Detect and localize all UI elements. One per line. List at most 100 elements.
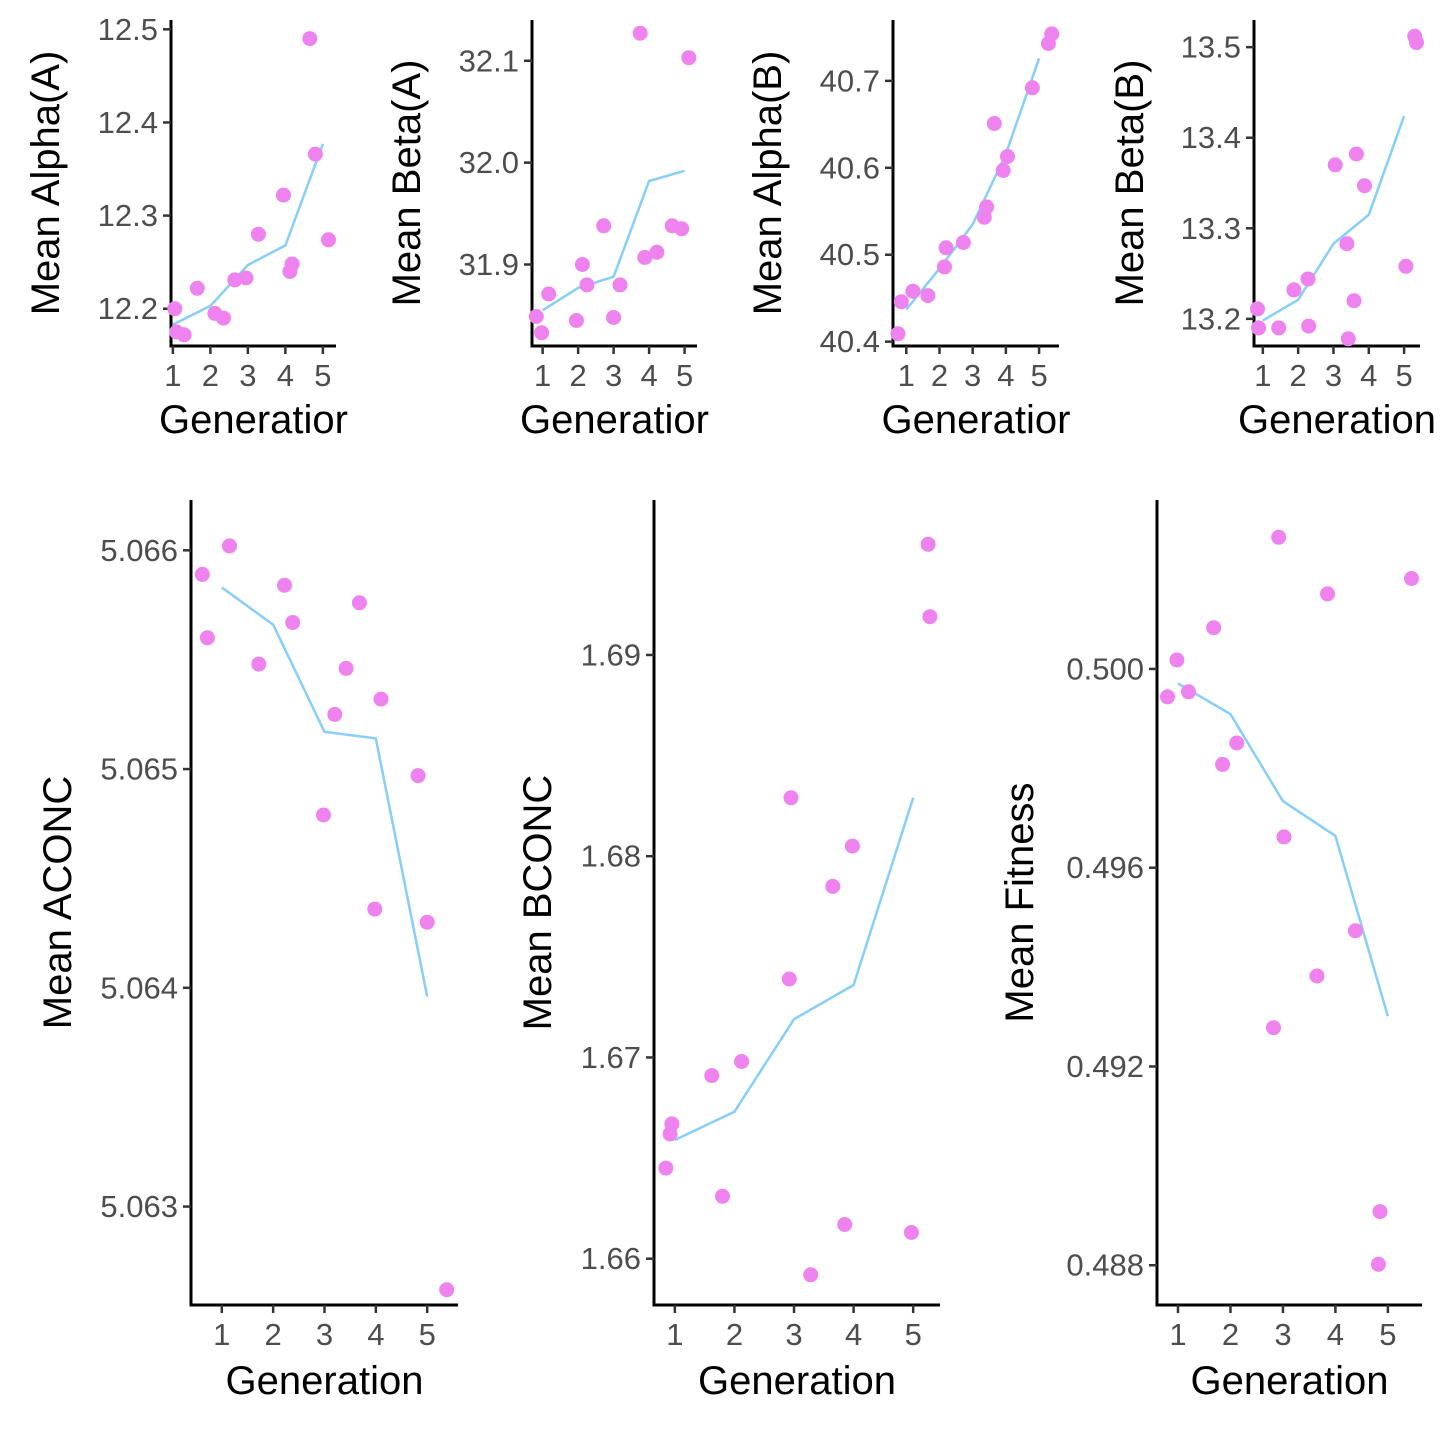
- data-point: [837, 1217, 853, 1232]
- data-point: [704, 1068, 720, 1084]
- data-point: [1266, 1020, 1281, 1036]
- data-point: [937, 259, 952, 275]
- y-tick-label: 5.064: [100, 970, 178, 1005]
- data-point: [938, 240, 954, 256]
- data-point: [216, 310, 231, 326]
- x-tick-label: 1: [898, 358, 915, 393]
- data-point: [1206, 620, 1222, 636]
- y-tick-label: 12.5: [98, 12, 158, 47]
- y-tick-label: 1.67: [581, 1040, 641, 1075]
- data-point: [1309, 968, 1325, 984]
- data-point: [890, 326, 906, 342]
- panel-5: 5.063 5.064 5.065 5.066 1 2 3 4 5 Generation Mean …: [36, 500, 458, 1403]
- trend-line: [674, 797, 915, 1142]
- data-point: [285, 615, 301, 630]
- data-point: [1229, 735, 1245, 751]
- data-point: [979, 199, 995, 215]
- y-tick-label: 40.4: [820, 324, 880, 359]
- data-point: [251, 656, 267, 672]
- x-tick-label: 3: [964, 358, 981, 393]
- data-point: [920, 288, 936, 304]
- x-tick-label: 5: [1395, 358, 1412, 393]
- data-point: [284, 256, 300, 272]
- y-tick-label: 0.500: [1066, 651, 1144, 686]
- x-tick-label: 2: [570, 358, 587, 393]
- x-tick-label: 5: [314, 358, 331, 393]
- data-point: [367, 901, 383, 917]
- data-point: [419, 914, 435, 930]
- data-point: [199, 630, 215, 646]
- panel-1: 12.2 12.3 12.4 12.5 1 2 3 4 5 Generatior Mean Alph…: [24, 12, 348, 442]
- y-axis-title: Mean Beta(A): [385, 60, 429, 307]
- data-point: [579, 277, 595, 293]
- data-point: [903, 1225, 919, 1240]
- data-point: [238, 270, 254, 286]
- trend-line: [221, 586, 429, 997]
- data-point: [825, 878, 841, 894]
- x-tick-label: 5: [419, 1317, 436, 1352]
- y-tick-label: 12.2: [98, 291, 158, 326]
- data-point: [612, 277, 628, 293]
- x-tick-label: 5: [676, 358, 693, 393]
- data-point: [596, 218, 612, 234]
- data-point: [227, 272, 243, 288]
- x-tick-label: 4: [1327, 1317, 1344, 1352]
- x-tick-label: 4: [1360, 358, 1377, 393]
- data-point: [1398, 258, 1414, 274]
- data-point: [1348, 146, 1364, 162]
- data-point: [1357, 178, 1372, 194]
- data-point: [528, 309, 544, 324]
- data-point: [176, 327, 192, 343]
- data-point: [893, 294, 909, 310]
- panel-6: 1.66 1.67 1.68 1.69 1 2 3 4 5 Generation Mean BCON…: [516, 500, 940, 1403]
- y-tick-label: 12.4: [98, 105, 158, 140]
- data-point: [1181, 684, 1196, 700]
- data-point: [632, 25, 648, 41]
- data-point: [922, 609, 938, 625]
- y-axis-title: Mean Alpha(B): [746, 51, 790, 316]
- data-point: [1024, 80, 1040, 96]
- x-tick-label: 2: [1290, 358, 1307, 393]
- data-point: [1372, 1204, 1388, 1220]
- panel-7: 0.488 0.492 0.496 0.500 1 2 3 4 5 Generation Mean …: [998, 500, 1422, 1403]
- data-point: [1000, 149, 1015, 164]
- data-point: [995, 162, 1011, 178]
- data-point: [1301, 318, 1317, 334]
- data-point: [1340, 331, 1356, 347]
- data-point: [1044, 26, 1060, 42]
- data-point: [307, 146, 323, 162]
- y-tick-label: 40.5: [820, 237, 880, 272]
- x-tick-label: 3: [785, 1317, 802, 1352]
- x-axis-title: Generation: [1191, 1359, 1389, 1403]
- data-point: [302, 31, 318, 47]
- y-tick-label: 40.7: [820, 63, 880, 98]
- data-point: [664, 1116, 680, 1132]
- data-point: [783, 790, 799, 806]
- y-tick-label: 13.4: [1181, 120, 1241, 155]
- data-point: [373, 691, 389, 707]
- y-tick-label: 5.066: [100, 533, 178, 568]
- x-tick-label: 5: [1030, 358, 1047, 393]
- data-point: [1276, 829, 1292, 845]
- x-tick-label: 2: [202, 358, 219, 393]
- data-point: [637, 249, 653, 265]
- trend-line: [1177, 682, 1390, 1017]
- y-tick-label: 0.496: [1066, 850, 1144, 885]
- data-point: [534, 325, 550, 341]
- x-tick-label: 1: [534, 358, 551, 393]
- data-point: [222, 538, 237, 554]
- data-point: [1370, 1256, 1386, 1272]
- y-tick-label: 1.68: [581, 839, 641, 874]
- data-point: [1250, 301, 1265, 317]
- data-point: [568, 313, 584, 328]
- data-point: [1251, 320, 1267, 336]
- data-point: [905, 283, 921, 299]
- x-tick-label: 3: [1325, 358, 1342, 393]
- data-point: [1286, 282, 1302, 298]
- x-axis-title: Generation: [698, 1359, 896, 1403]
- data-point: [1271, 529, 1287, 545]
- x-tick-label: 5: [1379, 1317, 1396, 1352]
- y-tick-label: 13.3: [1181, 211, 1241, 246]
- data-point: [167, 301, 183, 317]
- y-tick-label: 0.492: [1066, 1049, 1144, 1084]
